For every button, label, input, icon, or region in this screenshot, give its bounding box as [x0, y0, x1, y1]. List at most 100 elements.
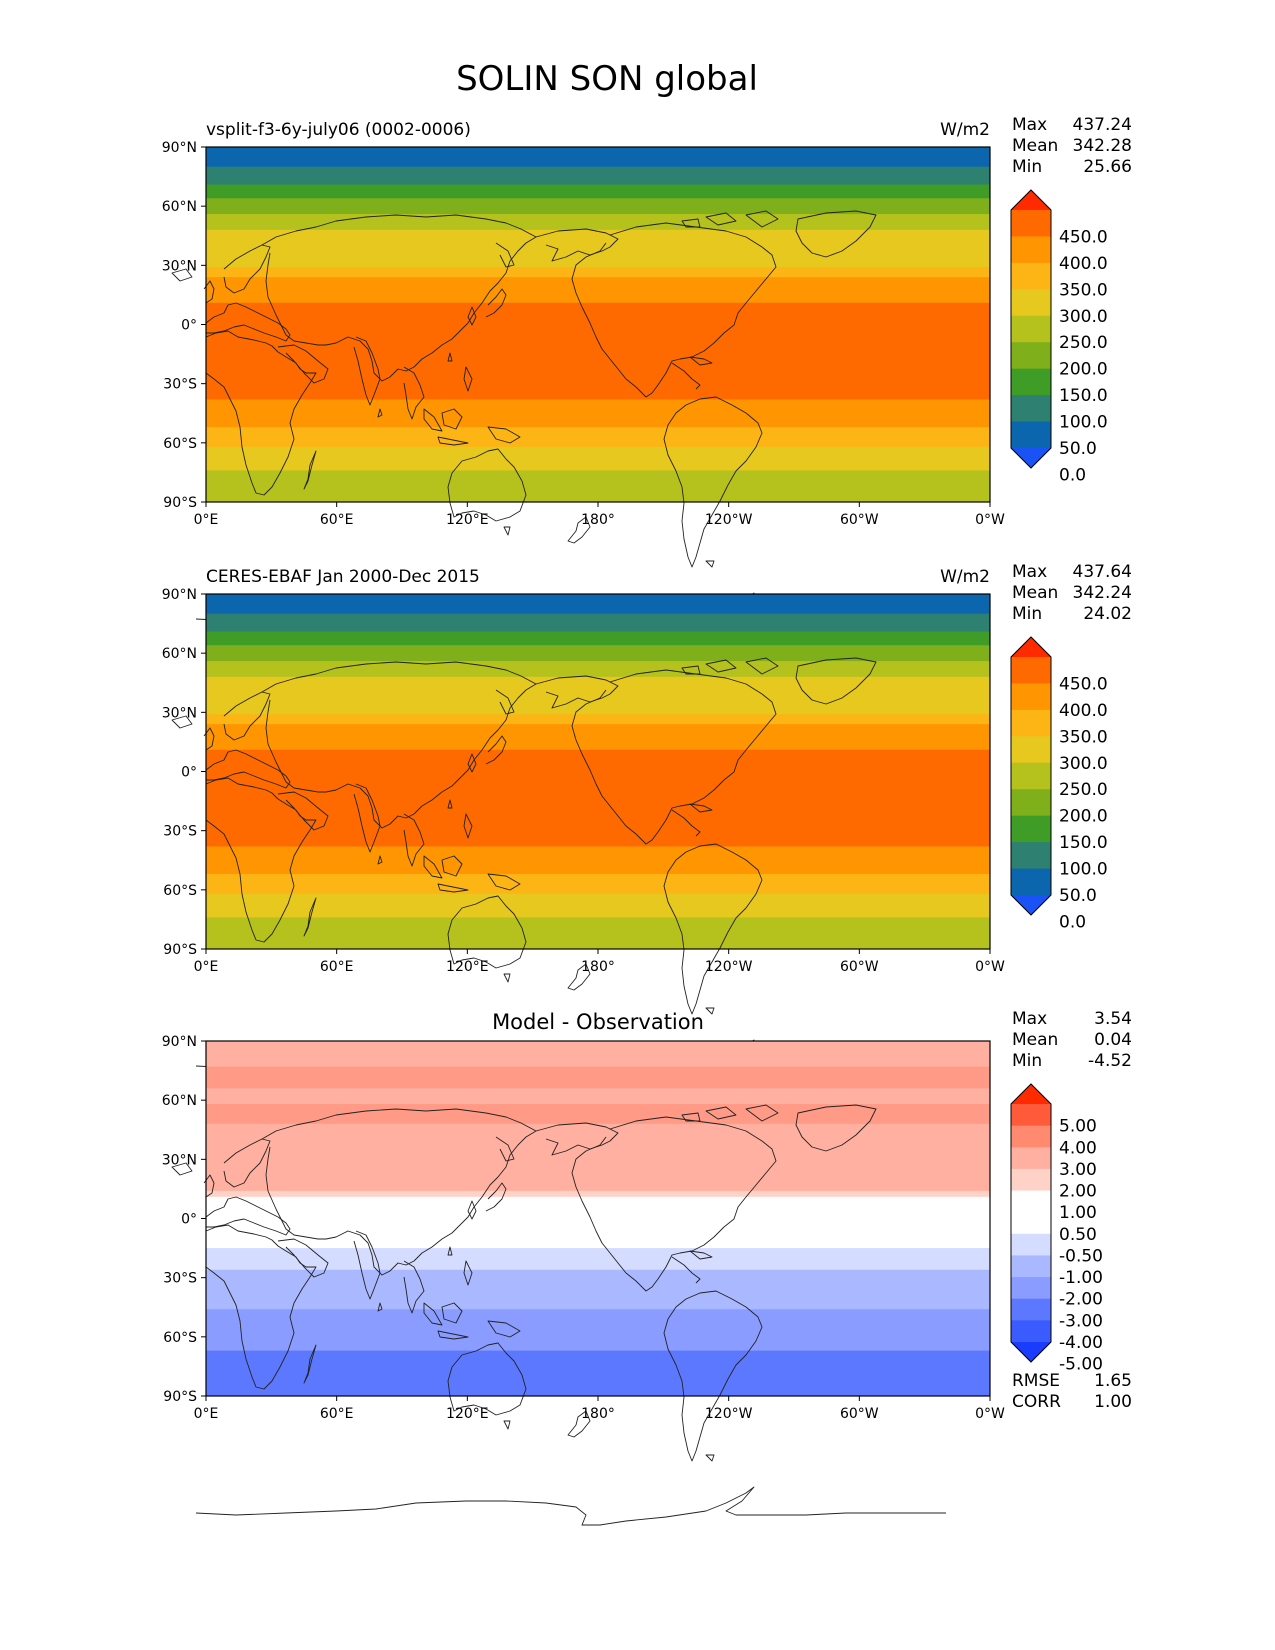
colorbar-label: -4.00: [1059, 1333, 1103, 1353]
lon-tick-label: 120°W: [705, 512, 753, 528]
lat-tick-label: 30°N: [162, 1152, 197, 1168]
map-band: [206, 166, 990, 185]
stat-value: 437.64: [1073, 562, 1132, 582]
colorbar-segment: [1011, 736, 1051, 764]
map-band: [206, 198, 990, 215]
map-band: [206, 1123, 990, 1192]
colorbar-label: -2.00: [1059, 1290, 1103, 1310]
lat-tick-label: 90°S: [163, 495, 197, 511]
map-band: [206, 893, 990, 918]
map-band: [206, 1309, 990, 1352]
stat-label: Mean: [1012, 1030, 1058, 1050]
map-band: [206, 645, 990, 662]
stat-value: 25.66: [1083, 157, 1132, 177]
lat-tick-label: 90°S: [163, 1389, 197, 1405]
lat-ticks: 90°N 60°N 30°N 0° 30°S 60°S 90°S: [162, 587, 206, 958]
lon-tick-label: 180°: [581, 1406, 615, 1422]
colorbar-segment: [1011, 709, 1051, 737]
colorbar-segment: [1011, 789, 1051, 817]
map-band: [206, 1088, 990, 1105]
colorbar-label: 350.0: [1059, 280, 1108, 300]
map-band: [206, 874, 990, 895]
colorbar-label: 300.0: [1059, 754, 1108, 774]
map-band: [206, 661, 990, 678]
extra-stats: RMSE 1.65 CORR 1.00: [1012, 1371, 1132, 1412]
lon-tick-label: 180°: [581, 959, 615, 975]
lat-ticks: 90°N 60°N 30°N 0° 30°S 60°S 90°S: [162, 140, 206, 511]
colorbar-outline: [1010, 1083, 1052, 1363]
stat-value: -4.52: [1088, 1051, 1132, 1071]
colorbar-label: 450.0: [1059, 227, 1108, 247]
panel-center-title: Model - Observation: [492, 1010, 704, 1034]
colorbar-label: 400.0: [1059, 701, 1108, 721]
map-band: [206, 277, 990, 304]
map-band: [206, 446, 990, 471]
colorbar-segment: [1011, 1233, 1051, 1256]
lon-tick-label: 0°E: [194, 1406, 219, 1422]
colorbar-segment: [1011, 1125, 1051, 1148]
colorbar-label: 250.0: [1059, 333, 1108, 353]
colorbar-label: 100.0: [1059, 860, 1108, 880]
colorbar-segment: [1011, 210, 1051, 237]
map-band: [206, 714, 990, 725]
extra-stat-label: CORR: [1012, 1392, 1061, 1412]
colorbar-segment: [1011, 236, 1051, 264]
map-bands: [206, 1041, 990, 1397]
colorbar-extend-bottom: [1011, 895, 1051, 915]
colorbar-segment: [1011, 1255, 1051, 1278]
panel-left-title: CERES-EBAF Jan 2000-Dec 2015: [206, 567, 480, 587]
colorbar-segment: [1011, 1147, 1051, 1170]
lon-tick-label: 0°E: [194, 959, 219, 975]
colorbar-label: 200.0: [1059, 360, 1108, 380]
lon-tick-label: 180°: [581, 512, 615, 528]
lon-ticks: 0°E 60°E 120°E 180° 120°W 60°W 0°W: [194, 949, 1005, 975]
map-band: [206, 229, 990, 268]
stat-label: Max: [1012, 115, 1047, 135]
lon-tick-label: 60°W: [840, 512, 879, 528]
lon-tick-label: 120°E: [446, 1406, 489, 1422]
colorbar-extend-bottom: [1011, 448, 1051, 468]
lat-tick-label: 60°N: [162, 1093, 197, 1109]
map-band: [206, 302, 990, 400]
colorbar-segment: [1011, 342, 1051, 370]
stat-value: 437.24: [1073, 115, 1132, 135]
map-band: [206, 1066, 990, 1089]
stat-label: Min: [1012, 157, 1042, 177]
colorbar-label: 5.00: [1059, 1117, 1097, 1137]
map-band: [206, 1350, 990, 1397]
lat-tick-label: 60°S: [163, 1330, 197, 1346]
lon-tick-label: 0°E: [194, 512, 219, 528]
colorbar-outline: [1010, 636, 1052, 916]
stats-block: Max 3.54 Mean 0.04 Min -4.52: [1012, 1009, 1132, 1071]
map-band: [206, 613, 990, 632]
map-band: [206, 631, 990, 646]
panel-obs: CERES-EBAF Jan 2000-Dec 2015 W/m2 90°N 60…: [162, 562, 1132, 1079]
colorbar-label: 100.0: [1059, 413, 1108, 433]
lon-ticks: 0°E 60°E 120°E 180° 120°W 60°W 0°W: [194, 1396, 1005, 1422]
colorbar-segment: [1011, 1298, 1051, 1321]
colorbar-segment: [1011, 262, 1051, 290]
lat-tick-label: 0°: [181, 765, 197, 781]
extra-stat-value: 1.00: [1094, 1392, 1132, 1412]
colorbar-segment: [1011, 315, 1051, 343]
map-band: [206, 399, 990, 428]
map-band: [206, 846, 990, 875]
map-band: [206, 470, 990, 503]
lat-tick-label: 60°N: [162, 199, 197, 215]
colorbar-segment: [1011, 1212, 1051, 1235]
panel-left-title: vsplit-f3-6y-july06 (0002-0006): [206, 120, 471, 140]
lon-tick-label: 0°W: [975, 959, 1005, 975]
colorbar-segment: [1011, 1320, 1051, 1343]
map-band: [206, 1196, 990, 1249]
colorbar-label: 0.50: [1059, 1225, 1097, 1245]
colorbar-extend-top: [1011, 1084, 1051, 1104]
stat-value: 0.04: [1094, 1030, 1132, 1050]
lon-tick-label: 60°W: [840, 959, 879, 975]
panel-diff: Model - Observation 90°N 60°N 30°N 0° 30°S 60…: [162, 1009, 1132, 1526]
stat-label: Max: [1012, 562, 1047, 582]
colorbar-label: 4.00: [1059, 1138, 1097, 1158]
stat-value: 342.28: [1073, 136, 1132, 156]
colorbar-segment: [1011, 1190, 1051, 1213]
colorbar: 5.004.003.002.001.000.50-0.50-1.00-2.00-…: [1010, 1083, 1103, 1375]
